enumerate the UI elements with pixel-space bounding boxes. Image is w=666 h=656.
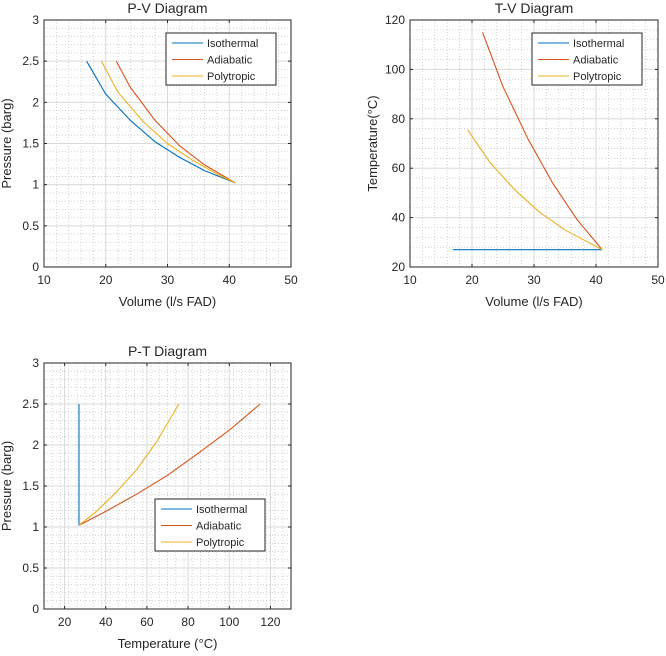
pt-legend: Isothermal Adiabatic Polytropic xyxy=(154,498,266,552)
pv-title: P-V Diagram xyxy=(127,0,207,16)
y-tick-label: 3 xyxy=(32,13,39,27)
pv-x-axis-label: Volume (l/s FAD) xyxy=(119,294,217,309)
tv-title: T-V Diagram xyxy=(495,0,574,16)
legend-label-adiabatic: Adiabatic xyxy=(196,521,242,533)
x-tick-label: 80 xyxy=(181,615,195,629)
y-tick-label: 20 xyxy=(392,260,406,274)
pt-y-axis-label: Pressure (barg) xyxy=(0,441,14,531)
y-tick-label: 0 xyxy=(32,602,39,616)
x-tick-label: 10 xyxy=(37,273,51,287)
legend-label-polytropic: Polytropic xyxy=(196,537,245,549)
pv-y-axis-label: Pressure (barg) xyxy=(0,98,14,188)
y-tick-label: 1.5 xyxy=(22,137,39,151)
y-tick-label: 60 xyxy=(392,161,406,175)
x-tick-label: 20 xyxy=(465,273,479,287)
legend-label-isothermal: Isothermal xyxy=(207,38,258,50)
x-tick-label: 60 xyxy=(140,615,154,629)
y-tick-label: 2.5 xyxy=(22,397,39,411)
x-tick-label: 50 xyxy=(284,273,298,287)
tv-series-adiabatic-line xyxy=(482,32,603,251)
legend-label-adiabatic: Adiabatic xyxy=(573,55,619,67)
y-tick-label: 80 xyxy=(392,112,406,126)
pt-x-axis-label: Temperature (°C) xyxy=(118,636,218,651)
y-tick-label: 1 xyxy=(32,178,39,192)
pt-chart: 20 40 60 80 100 120 0 0.5 1 1.5 2 2.5 3 P-T Diagram Te… xyxy=(0,343,292,651)
pv-series-polytropic-line xyxy=(100,60,236,184)
pv-series-isothermal-line xyxy=(86,60,236,184)
y-tick-label: 2 xyxy=(32,95,39,109)
y-tick-label: 1 xyxy=(32,520,39,534)
x-tick-label: 50 xyxy=(651,273,665,287)
legend-label-polytropic: Polytropic xyxy=(207,71,256,83)
pt-series-polytropic-line xyxy=(78,403,180,526)
pv-legend: Isothermal Adiabatic Polytropic xyxy=(165,32,277,86)
y-tick-label: 120 xyxy=(385,13,405,27)
y-tick-label: 2.5 xyxy=(22,54,39,68)
x-tick-label: 40 xyxy=(223,273,237,287)
legend-label-adiabatic: Adiabatic xyxy=(207,55,253,67)
y-tick-label: 0.5 xyxy=(22,219,39,233)
x-tick-label: 30 xyxy=(527,273,541,287)
tv-series-polytropic-line xyxy=(467,129,603,251)
legend-label-polytropic: Polytropic xyxy=(573,71,622,83)
y-tick-label: 0 xyxy=(32,260,39,274)
x-tick-label: 100 xyxy=(219,615,239,629)
x-tick-label: 10 xyxy=(403,273,417,287)
y-tick-label: 3 xyxy=(32,356,39,370)
pv-chart: 10 20 30 40 50 0 0.5 1 1.5 2 2.5 3 P-V Diagram Volume… xyxy=(0,0,298,309)
pt-title: P-T Diagram xyxy=(128,343,207,359)
pt-series-adiabatic-line xyxy=(78,403,261,526)
y-tick-label: 100 xyxy=(385,62,405,76)
y-tick-label: 1.5 xyxy=(22,479,39,493)
x-tick-label: 20 xyxy=(99,273,113,287)
legend-label-isothermal: Isothermal xyxy=(196,504,247,516)
legend-label-isothermal: Isothermal xyxy=(573,38,624,50)
tv-legend: Isothermal Adiabatic Polytropic xyxy=(531,32,643,86)
x-tick-label: 30 xyxy=(161,273,175,287)
tv-x-axis-label: Volume (l/s FAD) xyxy=(485,294,583,309)
y-tick-label: 2 xyxy=(32,438,39,452)
x-tick-label: 40 xyxy=(99,615,113,629)
x-tick-label: 40 xyxy=(589,273,603,287)
x-tick-label: 120 xyxy=(260,615,280,629)
pv-series-adiabatic-line xyxy=(115,60,236,184)
x-tick-label: 20 xyxy=(58,615,72,629)
y-tick-label: 0.5 xyxy=(22,561,39,575)
y-tick-label: 40 xyxy=(392,211,406,225)
tv-y-axis-label: Temperature(°C) xyxy=(365,95,380,191)
